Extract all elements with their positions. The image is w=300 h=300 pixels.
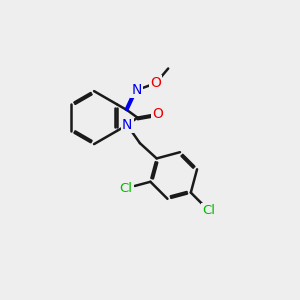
Text: O: O: [151, 76, 161, 90]
Text: Cl: Cl: [202, 204, 215, 217]
Text: O: O: [152, 107, 163, 121]
Text: N: N: [131, 83, 142, 97]
Text: N: N: [122, 118, 132, 132]
Text: Cl: Cl: [120, 182, 133, 195]
